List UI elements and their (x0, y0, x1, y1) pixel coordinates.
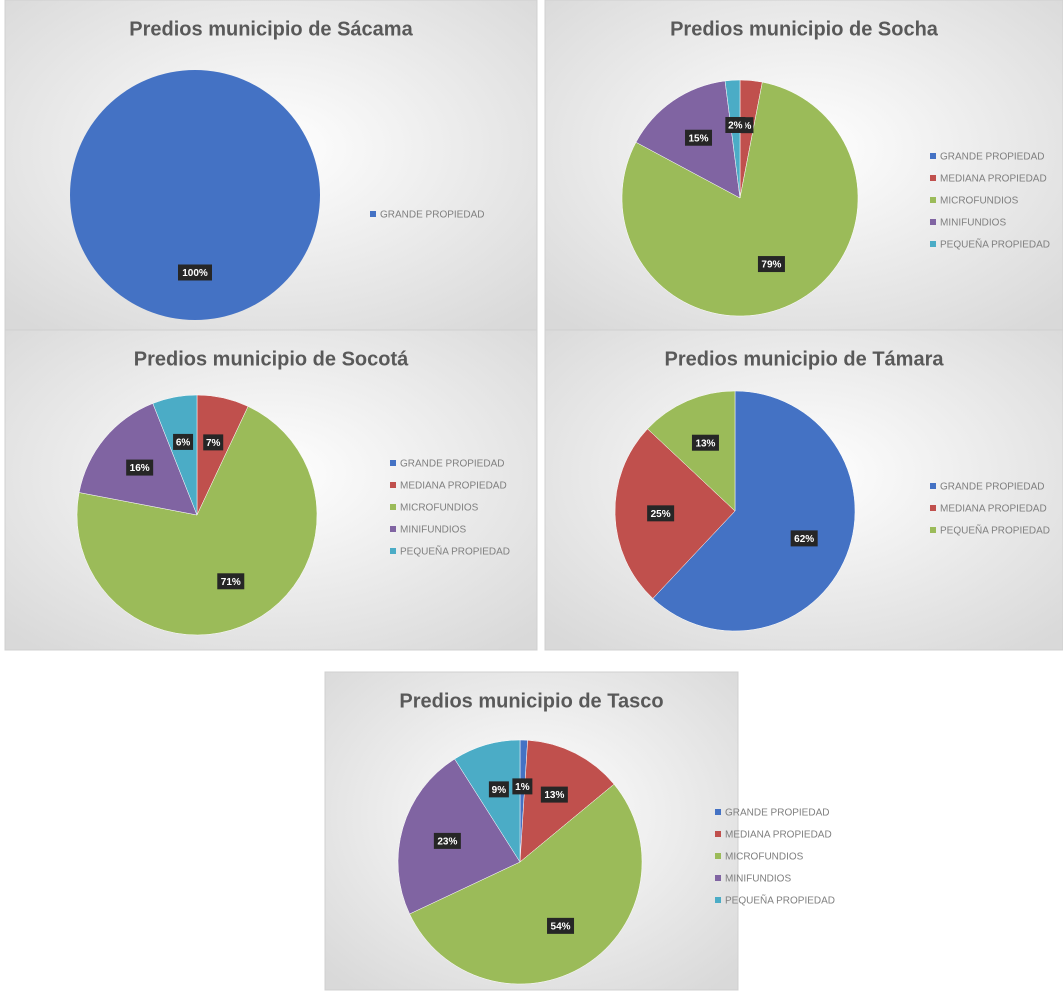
data-label: 71% (221, 577, 241, 588)
legend-swatch (930, 197, 936, 203)
pie-slice (454, 739, 521, 863)
legend-swatch (715, 809, 721, 815)
legend-swatch (715, 875, 721, 881)
data-label: 25% (651, 509, 671, 520)
data-label: 2% (728, 121, 743, 132)
legend-label: GRANDE PROPIEDAD (380, 210, 484, 221)
data-label-box (547, 917, 575, 934)
legend-swatch (390, 504, 396, 510)
data-label-box (647, 505, 675, 522)
chart-title: Predios municipio de Socha (670, 18, 939, 40)
legend-label: PEQUEÑA PROPIEDAD (725, 894, 835, 907)
legend-swatch (390, 482, 396, 488)
data-label-box (757, 256, 785, 273)
legend-swatch (390, 526, 396, 532)
pie-slice (409, 783, 643, 985)
data-label-box (691, 434, 719, 451)
data-label-box (433, 832, 461, 849)
data-label-box (725, 116, 746, 133)
pie-slice (76, 406, 318, 636)
legend-label: GRANDE PROPIEDAD (940, 482, 1044, 493)
data-label-box (512, 778, 533, 795)
legend-label: GRANDE PROPIEDAD (940, 152, 1044, 163)
legend-label: MINIFUNDIOS (940, 218, 1006, 229)
chart-title: Predios municipio de Sácama (129, 18, 413, 40)
data-label: 7% (206, 438, 221, 449)
legend-swatch (390, 548, 396, 554)
pie-slice (614, 428, 736, 599)
data-label-box (173, 433, 194, 450)
data-label-box (790, 530, 818, 547)
data-label-box (488, 781, 509, 798)
data-label-box (217, 573, 245, 590)
legend-swatch (930, 505, 936, 511)
legend-label: MEDIANA PROPIEDAD (400, 481, 507, 492)
pie-slice (70, 70, 320, 320)
legend-swatch (715, 897, 721, 903)
legend-label: PEQUEÑA PROPIEDAD (940, 524, 1050, 537)
legend-label: GRANDE PROPIEDAD (400, 459, 504, 470)
data-label-box (178, 264, 212, 281)
legend-label: MICROFUNDIOS (400, 503, 479, 514)
legend-label: GRANDE PROPIEDAD (725, 808, 829, 819)
legend-label: MINIFUNDIOS (725, 874, 791, 885)
legend-label: MEDIANA PROPIEDAD (940, 504, 1047, 515)
legend-swatch (930, 241, 936, 247)
pie-slice (152, 394, 198, 516)
data-label: 13% (695, 438, 715, 449)
pie-slice (652, 390, 856, 632)
legend-label: PEQUEÑA PROPIEDAD (400, 545, 510, 558)
legend-label: MICROFUNDIOS (725, 852, 804, 863)
data-label: 6% (176, 438, 191, 449)
data-label: 23% (437, 837, 457, 848)
legend-swatch (370, 211, 376, 217)
pie-slice (647, 390, 736, 512)
data-label: 62% (794, 534, 814, 545)
pie-slice (78, 403, 198, 516)
data-label-box (540, 786, 568, 803)
data-label: 9% (492, 785, 507, 796)
data-label: 79% (761, 260, 781, 271)
pie-slice (621, 81, 859, 317)
data-label: 1% (515, 782, 530, 793)
legend-swatch (715, 831, 721, 837)
legend-swatch (930, 527, 936, 533)
legend-label: PEQUEÑA PROPIEDAD (940, 238, 1050, 251)
legend-swatch (930, 219, 936, 225)
data-label: 13% (544, 790, 564, 801)
chart-title: Predios municipio de Támara (665, 348, 945, 370)
legend-label: MINIFUNDIOS (400, 525, 466, 536)
data-label: 16% (130, 463, 150, 474)
legend-swatch (930, 483, 936, 489)
legend-swatch (390, 460, 396, 466)
legend-label: MEDIANA PROPIEDAD (725, 830, 832, 841)
data-label-box (203, 434, 224, 451)
legend-label: MICROFUNDIOS (940, 196, 1019, 207)
legend-swatch (930, 175, 936, 181)
legend-swatch (930, 153, 936, 159)
legend-swatch (715, 853, 721, 859)
pie-slice (724, 79, 741, 199)
chart-title: Predios municipio de Socotá (134, 348, 409, 370)
data-label: 15% (689, 133, 709, 144)
chart-title: Predios municipio de Tasco (399, 690, 663, 712)
data-label: % (743, 121, 752, 132)
legend-label: MEDIANA PROPIEDAD (940, 174, 1047, 185)
data-label-box (126, 459, 154, 476)
data-label-box (685, 129, 713, 146)
data-label: 54% (551, 922, 571, 933)
data-label: 100% (182, 268, 208, 279)
